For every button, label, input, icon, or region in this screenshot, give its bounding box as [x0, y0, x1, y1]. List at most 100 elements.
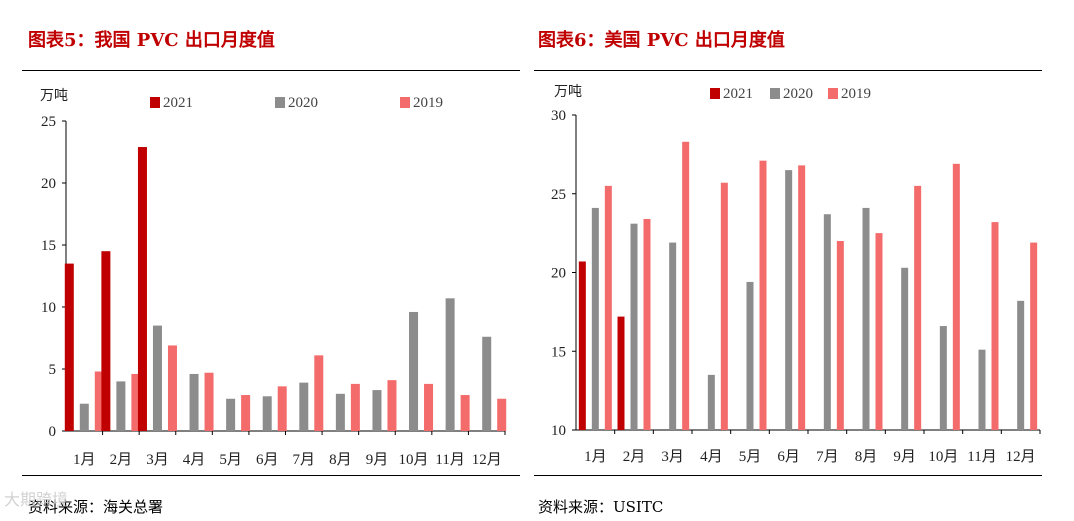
x-tick-label: 12月 [472, 452, 502, 468]
legend-label: 2021 [723, 86, 753, 102]
bar-2020 [79, 403, 89, 431]
x-tick-label: 5月 [219, 452, 242, 468]
x-tick-label: 1月 [73, 452, 96, 468]
y-tick-label: 15 [551, 344, 566, 360]
bar-2020 [901, 267, 909, 430]
legend-swatch-2021 [710, 88, 720, 99]
bar-2020 [823, 214, 831, 430]
bar-2019 [387, 380, 397, 431]
bar-2019 [460, 395, 470, 431]
y-tick-label: 0 [49, 424, 57, 440]
legend-label: 2020 [783, 86, 813, 102]
bar-2020 [746, 281, 754, 430]
legend-label: 2020 [288, 95, 318, 111]
x-tick-label: 12月 [1006, 449, 1036, 465]
y-tick-label: 25 [41, 114, 56, 130]
bar-2020 [409, 311, 419, 431]
bottom-rule [22, 475, 520, 476]
x-tick-label: 8月 [855, 449, 878, 465]
legend-label: 2019 [841, 86, 871, 102]
x-tick-label: 10月 [928, 449, 958, 465]
bar-2021 [101, 251, 111, 431]
legend-swatch-2019 [400, 97, 410, 108]
top-rule [534, 70, 1042, 71]
bar-2019 [682, 141, 690, 430]
bar-2020 [372, 390, 382, 431]
bar-2019 [991, 222, 999, 430]
bar-2021 [64, 263, 74, 431]
x-tick-label: 1月 [584, 449, 607, 465]
bar-2020 [862, 207, 870, 430]
bar-2020 [299, 382, 309, 431]
bar-2019 [350, 383, 360, 431]
unit-label: 万吨 [554, 84, 582, 100]
y-tick-label: 15 [41, 238, 56, 254]
legend-swatch-2020 [770, 88, 780, 99]
bar-2020 [335, 393, 345, 431]
x-tick-label: 7月 [293, 452, 316, 468]
x-tick-label: 3月 [146, 452, 169, 468]
figure-right: 图表6：美国 PVC 出口月度值 万吨 10 15 20 25 30 1月 2月 3月 4月 5月 6… [530, 0, 1074, 521]
x-tick-label: 4月 [700, 449, 723, 465]
x-tick-label: 11月 [435, 452, 464, 468]
bar-2020 [939, 326, 947, 430]
bar-2021 [578, 261, 586, 430]
y-tick-label: 10 [551, 423, 566, 439]
top-rule [22, 70, 520, 71]
x-tick-label: 2月 [110, 452, 133, 468]
bar-2020 [189, 373, 199, 431]
x-tick-label: 9月 [893, 449, 916, 465]
x-tick-label: 2月 [623, 449, 646, 465]
bar-2020 [482, 336, 492, 431]
legend-label: 2019 [413, 95, 443, 111]
legend-swatch-2019 [828, 88, 838, 99]
bar-2020 [445, 298, 455, 431]
x-tick-label: 11月 [967, 449, 996, 465]
bar-2019 [952, 163, 960, 430]
y-tick-label: 20 [551, 266, 566, 282]
bar-2019 [914, 185, 922, 430]
x-tick-label: 10月 [399, 452, 429, 468]
y-tick-label: 25 [551, 187, 566, 203]
legend-label: 2021 [163, 95, 193, 111]
watermark: 大期跨境 [4, 490, 69, 509]
bar-2020 [707, 374, 715, 430]
bar-2019 [241, 395, 251, 431]
bar-2020 [152, 325, 162, 431]
bar-2020 [978, 349, 986, 430]
bar-2019 [424, 383, 434, 431]
x-tick-label: 7月 [816, 449, 839, 465]
bar-2019 [836, 241, 844, 430]
bar-2020 [630, 223, 638, 430]
y-tick-label: 10 [41, 300, 56, 316]
x-tick-label: 8月 [329, 452, 352, 468]
bar-2019 [94, 371, 104, 431]
bar-2020 [226, 398, 236, 431]
figure-title: 图表6：美国 PVC 出口月度值 [538, 30, 785, 51]
source-note: 资料来源：USITC [538, 498, 664, 516]
y-tick-label: 5 [49, 362, 57, 378]
bar-2019 [497, 398, 507, 431]
bar-2020 [669, 242, 677, 430]
bar-2020 [1017, 300, 1025, 430]
legend-swatch-2020 [275, 97, 285, 108]
bar-2019 [604, 185, 612, 430]
bar-2019 [277, 386, 287, 431]
x-tick-label: 3月 [661, 449, 684, 465]
y-tick-label: 20 [41, 176, 56, 192]
x-tick-label: 9月 [366, 452, 389, 468]
bottom-rule [534, 475, 1042, 476]
us-pvc-export-chart: 万吨 10 15 20 25 30 1月 2月 3月 4月 5月 6月 7月 8月 9月 10月 11月 12月 2… [551, 84, 1041, 465]
unit-label: 万吨 [40, 88, 68, 104]
bar-2019 [875, 233, 883, 430]
x-tick-label: 5月 [739, 449, 762, 465]
source-note: 资料来源：海关总署 [28, 498, 164, 516]
bar-2019 [759, 160, 767, 431]
bar-2019 [167, 345, 177, 431]
bar-2019 [1030, 242, 1038, 430]
bar-2020 [785, 170, 793, 430]
figure-left: 图表5：我国 PVC 出口月度值 万吨 0 5 10 15 20 25 1月 2月 3月 4月 5月 6… [0, 0, 530, 521]
bar-2019 [720, 182, 728, 430]
figure-title: 图表5：我国 PVC 出口月度值 [28, 30, 275, 51]
bar-2021 [617, 316, 625, 430]
